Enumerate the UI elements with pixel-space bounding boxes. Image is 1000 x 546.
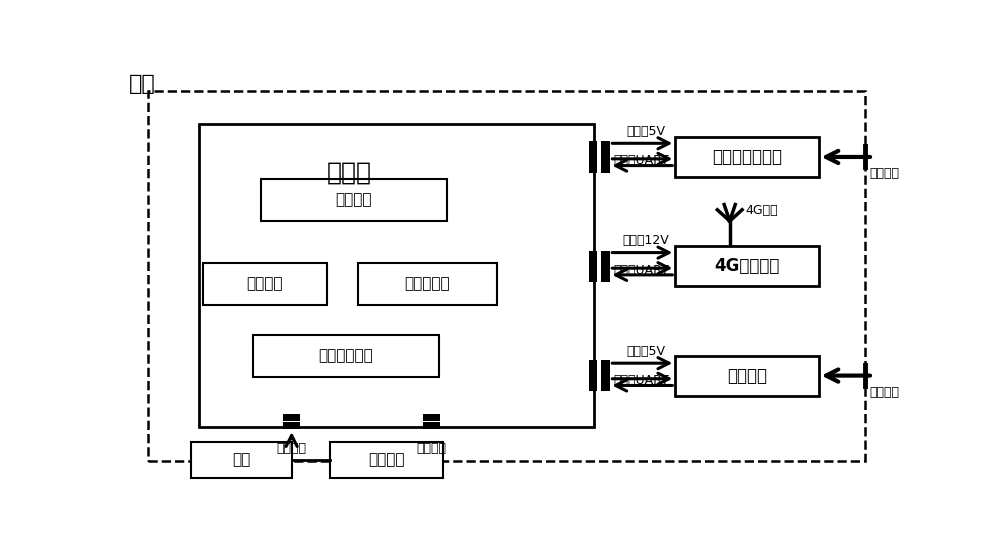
Bar [199, 124, 594, 427]
Text: 天通天线: 天通天线 [869, 386, 899, 399]
Text: 调试接口: 调试接口 [416, 442, 446, 455]
Text: 供电：12V: 供电：12V [623, 234, 670, 247]
Text: 天通模块: 天通模块 [727, 366, 767, 384]
Text: 供电：5V: 供电：5V [627, 125, 666, 138]
Text: 通信：UART: 通信：UART [613, 375, 669, 387]
Text: 供电接口: 供电接口 [277, 442, 307, 455]
Text: 北斗天线: 北斗天线 [869, 167, 899, 180]
Bar [261, 179, 447, 221]
Bar [589, 360, 597, 391]
Text: 通信：UART: 通信：UART [613, 264, 669, 277]
Bar [675, 137, 819, 177]
Bar [601, 141, 610, 173]
Bar [423, 423, 440, 429]
Bar [601, 360, 610, 391]
Bar [589, 141, 597, 173]
Bar [191, 442, 292, 478]
Text: 电池: 电池 [232, 452, 250, 467]
Text: 电源转换模块: 电源转换模块 [318, 348, 373, 363]
Text: 壳体: 壳体 [129, 74, 156, 94]
Text: 高精度定位模块: 高精度定位模块 [712, 148, 782, 166]
Bar [358, 263, 497, 305]
Bar [675, 355, 819, 395]
Bar [330, 442, 443, 478]
Bar [675, 246, 819, 286]
Bar [423, 414, 440, 421]
Text: 太阳能板: 太阳能板 [368, 452, 405, 467]
Text: 主处理器: 主处理器 [335, 193, 372, 207]
Text: 供电：5V: 供电：5V [627, 345, 666, 358]
Text: 安全芯片: 安全芯片 [246, 277, 283, 292]
Bar [202, 263, 326, 305]
Bar [148, 91, 865, 461]
Text: 倒角传感器: 倒角传感器 [404, 277, 450, 292]
Bar [253, 335, 439, 377]
Text: 4G天线: 4G天线 [745, 204, 778, 217]
Bar [283, 423, 300, 429]
Bar [601, 251, 610, 282]
Bar [283, 414, 300, 421]
Text: 主控板: 主控板 [326, 161, 371, 185]
Bar [589, 251, 597, 282]
Text: 通信：UART: 通信：UART [613, 155, 669, 168]
Text: 4G通信模块: 4G通信模块 [714, 257, 780, 275]
